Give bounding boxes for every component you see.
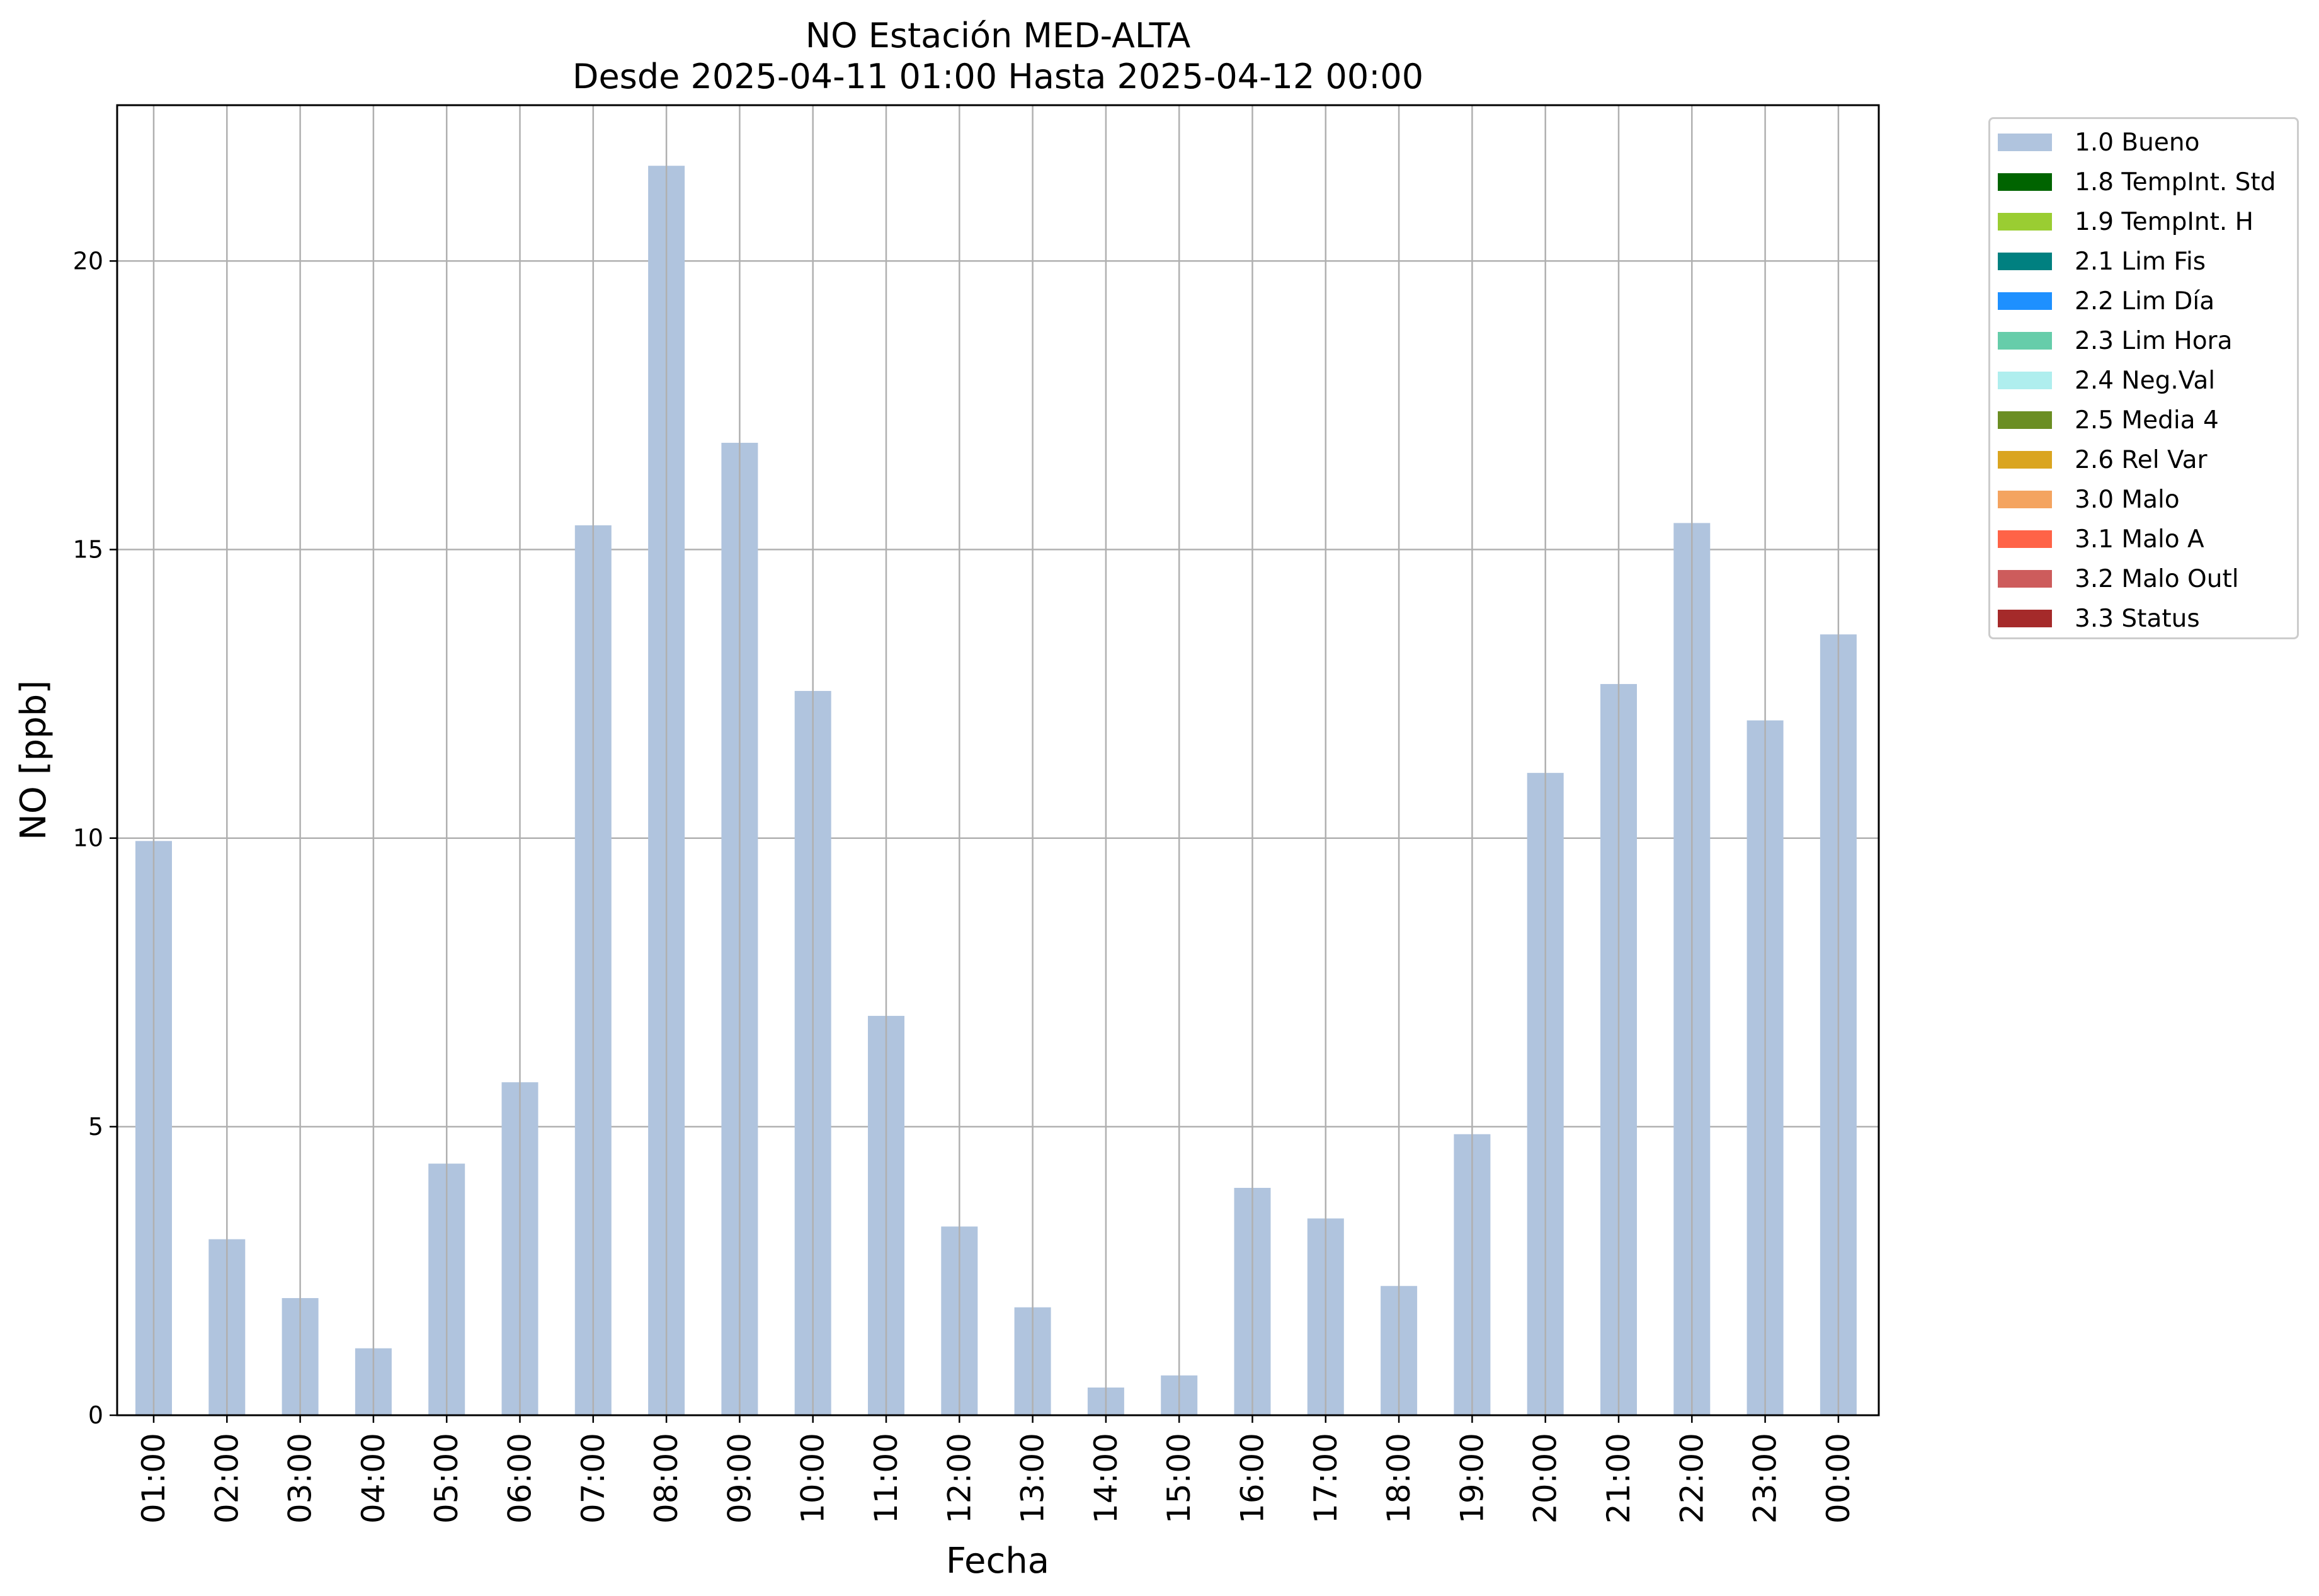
legend-item: 1.0 Bueno <box>1998 127 2199 158</box>
legend-item: 2.6 Rel Var <box>1998 444 2208 476</box>
legend-item: 1.8 TempInt. Std <box>1998 166 2276 198</box>
legend-item: 3.1 Malo A <box>1998 523 2204 555</box>
legend-item: 1.9 TempInt. H <box>1998 206 2253 237</box>
x-tick-label: 19:00 <box>1454 1433 1490 1524</box>
x-tick-label: 00:00 <box>1820 1433 1857 1524</box>
legend-label: 2.1 Lim Fis <box>2075 247 2206 276</box>
legend-swatch <box>1998 411 2052 429</box>
y-tick-label: 5 <box>88 1113 103 1141</box>
tick-labels: 0 5 10 15 20 01:00 02:00 03:00 04:00 05:00 06:00 07… <box>73 247 1857 1524</box>
x-tick-label: 14:00 <box>1088 1433 1124 1524</box>
legend-swatch <box>1998 570 2052 588</box>
legend-swatch <box>1998 491 2052 508</box>
legend: 1.0 Bueno 1.8 TempInt. Std 1.9 TempInt. H 2… <box>1988 117 2299 639</box>
x-tick-label: 02:00 <box>208 1433 245 1524</box>
legend-swatch <box>1998 173 2052 191</box>
legend-label: 2.3 Lim Hora <box>2075 326 2233 355</box>
legend-swatch <box>1998 530 2052 548</box>
x-tick-label: 21:00 <box>1600 1433 1637 1524</box>
x-tick-label: 04:00 <box>355 1433 392 1524</box>
x-tick-label: 13:00 <box>1015 1433 1051 1524</box>
legend-label: 1.0 Bueno <box>2075 128 2200 157</box>
x-tick-label: 12:00 <box>941 1433 977 1524</box>
x-tick-label: 06:00 <box>502 1433 538 1524</box>
legend-swatch <box>1998 253 2052 270</box>
y-tick-label: 15 <box>73 536 103 564</box>
legend-swatch <box>1998 610 2052 627</box>
legend-swatch <box>1998 292 2052 310</box>
legend-item: 2.4 Neg.Val <box>1998 365 2215 396</box>
legend-item: 2.5 Media 4 <box>1998 404 2219 436</box>
legend-label: 2.5 Media 4 <box>2075 406 2219 435</box>
legend-item: 3.2 Malo Outl <box>1998 563 2239 595</box>
x-tick-label: 17:00 <box>1308 1433 1344 1524</box>
y-tick-label: 10 <box>73 824 103 852</box>
bar-series <box>135 166 1857 1416</box>
y-tick-label: 0 <box>88 1401 103 1429</box>
legend-item: 3.0 Malo <box>1998 484 2180 515</box>
x-tick-label: 16:00 <box>1234 1433 1271 1524</box>
legend-swatch <box>1998 213 2052 231</box>
legend-label: 1.9 TempInt. H <box>2075 207 2253 236</box>
legend-label: 1.8 TempInt. Std <box>2075 168 2276 197</box>
x-tick-label: 08:00 <box>648 1433 685 1524</box>
x-tick-label: 09:00 <box>721 1433 758 1524</box>
legend-item: 2.3 Lim Hora <box>1998 325 2233 356</box>
chart-subtitle: Desde 2025-04-11 01:00 Hasta 2025-04-12 … <box>572 57 1424 96</box>
legend-label: 2.2 Lim Día <box>2075 287 2215 316</box>
x-tick-label: 01:00 <box>135 1433 172 1524</box>
x-tick-label: 23:00 <box>1747 1433 1784 1524</box>
legend-label: 3.3 Status <box>2075 604 2200 633</box>
x-tick-label: 15:00 <box>1161 1433 1197 1524</box>
x-axis-label: Fecha <box>946 1541 1049 1582</box>
x-tick-label: 22:00 <box>1673 1433 1710 1524</box>
x-tick-label: 05:00 <box>428 1433 465 1524</box>
legend-label: 3.1 Malo A <box>2075 525 2204 554</box>
legend-label: 2.6 Rel Var <box>2075 445 2208 474</box>
legend-label: 2.4 Neg.Val <box>2075 366 2216 395</box>
legend-swatch <box>1998 332 2052 350</box>
axes-frame <box>116 104 1880 1416</box>
x-tick-label: 10:00 <box>795 1433 831 1524</box>
x-tick-label: 11:00 <box>868 1433 904 1524</box>
x-tick-label: 18:00 <box>1381 1433 1417 1524</box>
legend-swatch <box>1998 134 2052 151</box>
legend-swatch <box>1998 372 2052 389</box>
x-grid-lines <box>152 105 1840 1415</box>
legend-label: 3.2 Malo Outl <box>2075 564 2239 593</box>
legend-item: 3.3 Status <box>1998 603 2200 634</box>
y-axis-label: NO [ppb] <box>13 680 54 840</box>
legend-item: 2.1 Lim Fis <box>1998 246 2206 277</box>
x-tick-label: 07:00 <box>575 1433 612 1524</box>
ticks <box>110 260 1840 1423</box>
x-tick-label: 03:00 <box>282 1433 319 1524</box>
chart-title: NO Estación MED-ALTA <box>805 16 1191 55</box>
x-tick-label: 20:00 <box>1527 1433 1564 1524</box>
legend-item: 2.2 Lim Día <box>1998 285 2214 317</box>
legend-label: 3.0 Malo <box>2075 485 2180 514</box>
y-tick-label: 20 <box>73 247 103 275</box>
legend-swatch <box>1998 451 2052 469</box>
